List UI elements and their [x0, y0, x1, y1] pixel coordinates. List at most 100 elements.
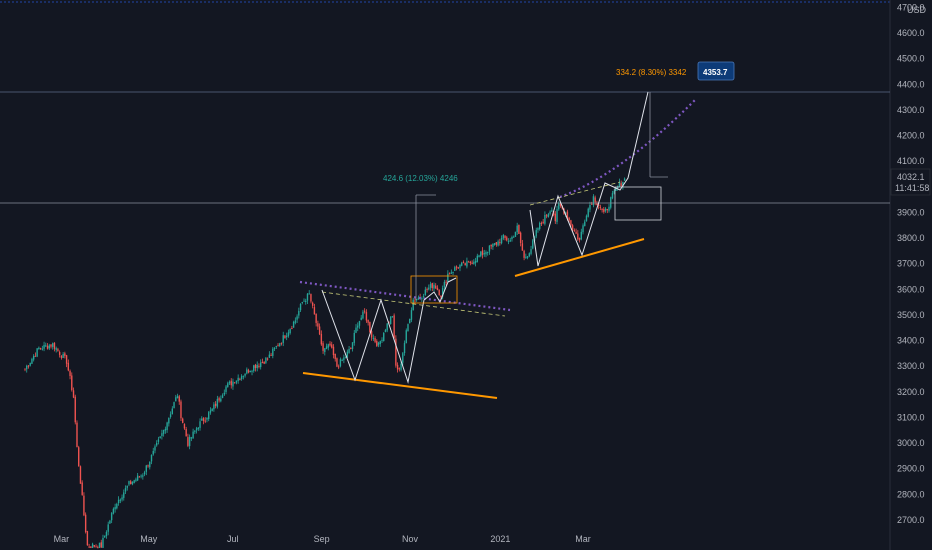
x-tick-label: 2021 [490, 534, 510, 544]
candle-body [296, 316, 298, 320]
candle-body [152, 450, 154, 455]
candle-body [622, 181, 624, 187]
candle-body [102, 537, 104, 548]
y-tick-label: 4300.0 [897, 105, 925, 115]
candle-body [469, 261, 472, 264]
candle-body [381, 339, 383, 341]
candle-body [90, 546, 92, 548]
candle-body [403, 343, 406, 354]
candle-body [358, 320, 361, 326]
candle-body [322, 343, 324, 351]
candle-body [615, 188, 617, 191]
candle-body [239, 378, 241, 380]
candle-body [436, 287, 439, 291]
candle-body [31, 358, 33, 364]
candle-body [483, 253, 485, 255]
candle-body [341, 360, 343, 362]
candle-body [138, 476, 141, 478]
candle-body [424, 289, 427, 296]
candle-body [43, 344, 45, 349]
candle-body [119, 499, 122, 501]
candle-body [596, 203, 598, 205]
candle-body [523, 250, 525, 258]
candle-body [513, 236, 515, 238]
target-price-value: 4353.7 [703, 68, 728, 77]
candle-body [516, 225, 518, 232]
candle-body [34, 355, 37, 357]
candle-body [55, 348, 57, 350]
candle-body [370, 331, 373, 338]
y-tick-label: 2900.0 [897, 464, 925, 474]
candle-body [308, 293, 310, 295]
y-tick-label: 3900.0 [897, 207, 925, 217]
candle-body [473, 261, 475, 265]
candle-body [384, 329, 387, 333]
candle-body [58, 352, 61, 355]
candle-body [372, 337, 375, 339]
candle-body [490, 244, 492, 247]
candle-body [504, 235, 506, 238]
candle-body [507, 241, 510, 243]
y-tick-label: 3300.0 [897, 361, 925, 371]
candle-body [492, 243, 494, 248]
candle-body [311, 302, 314, 306]
candle-body [604, 208, 607, 212]
y-tick-label: 3000.0 [897, 438, 925, 448]
candle-body [599, 206, 602, 208]
candle-body [435, 285, 437, 289]
consolidation-box-2 [614, 186, 662, 221]
candle-body [178, 396, 180, 402]
candle-body [474, 261, 477, 263]
candle-body [459, 264, 461, 268]
candle-body [268, 354, 271, 358]
candle-body [441, 287, 444, 297]
candle-body [481, 250, 484, 255]
candle-body [81, 482, 83, 495]
candle-body [428, 287, 430, 290]
candle-body [577, 233, 579, 240]
candle-body [443, 281, 446, 288]
candle-body [88, 546, 90, 548]
candle-body [464, 263, 466, 266]
candle-body [41, 348, 44, 350]
candle-body [83, 495, 85, 516]
candle-body [454, 267, 456, 271]
candle-body [220, 398, 222, 402]
candle-body [528, 253, 531, 257]
candle-body [526, 256, 529, 258]
candle-body [291, 328, 293, 330]
y-tick-label: 4500.0 [897, 54, 925, 64]
y-tick-label: 3100.0 [897, 412, 925, 422]
candle-body [218, 398, 220, 401]
candle-body [613, 190, 615, 194]
candle-body [325, 346, 328, 349]
candle-body [578, 238, 581, 241]
target-price-callout [697, 61, 735, 81]
candle-body [131, 481, 134, 485]
candle-body [104, 535, 106, 538]
candle-body [225, 386, 227, 392]
candle-body [327, 344, 329, 348]
candle-body [623, 178, 626, 181]
candle-body [480, 251, 482, 257]
candle-body [393, 315, 395, 338]
candle-body [402, 353, 404, 363]
candle-body [493, 243, 496, 245]
candle-body [50, 344, 52, 347]
candle-body [540, 222, 543, 224]
candle-body [279, 343, 281, 346]
candle-body [97, 547, 99, 549]
candle-body [223, 392, 225, 395]
candle-body [500, 237, 503, 244]
candle-body [147, 465, 149, 467]
candle-body [485, 252, 487, 255]
trend-line-dotted [299, 280, 511, 312]
candle-body [166, 422, 168, 431]
y-tick-label: 3800.0 [897, 233, 925, 243]
candle-body [126, 485, 128, 488]
candle-body [305, 300, 307, 303]
candle-body [426, 288, 428, 290]
candle-body [128, 481, 130, 485]
